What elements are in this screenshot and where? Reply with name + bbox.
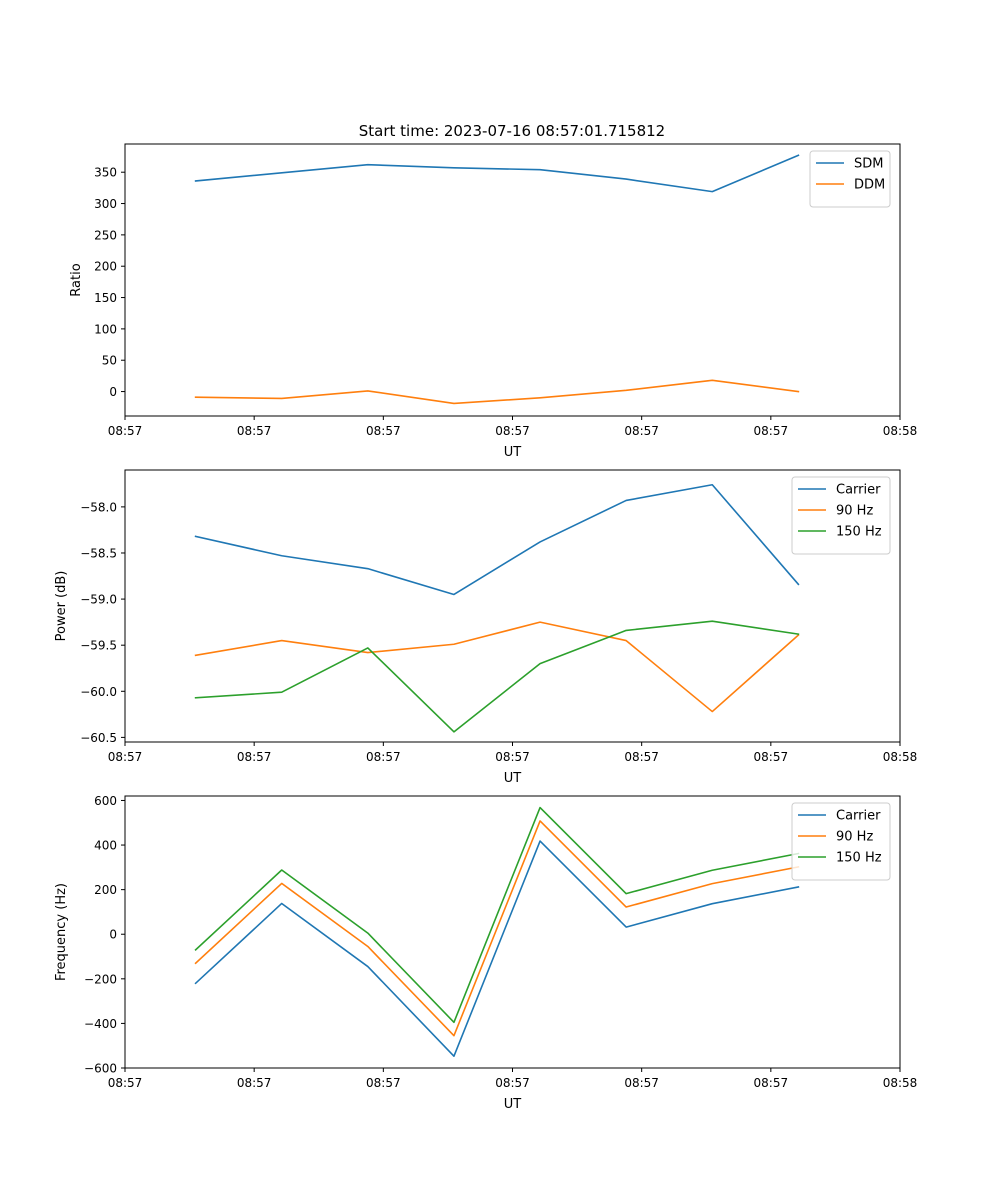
x-tick-label: 08:57 bbox=[754, 1076, 789, 1090]
series-line-90-hz bbox=[194, 621, 800, 713]
x-tick-label: 08:57 bbox=[108, 750, 143, 764]
subplot-1: 08:57 08:57 08:57 08:57 08:57 08:57 08:58 0 50 10… bbox=[69, 143, 918, 460]
x-tick-label: 08:57 bbox=[366, 750, 401, 764]
y-axis-label: Ratio bbox=[69, 263, 84, 296]
y-tick-label: 300 bbox=[94, 197, 117, 211]
y-axis-label: Power (dB) bbox=[54, 571, 69, 642]
y-tick-label: −60.0 bbox=[80, 685, 117, 699]
y-tick-label: 600 bbox=[94, 794, 117, 808]
x-tick-label: 08:57 bbox=[237, 424, 272, 438]
y-tick-label: −59.0 bbox=[80, 593, 117, 607]
legend-label: DDM bbox=[854, 178, 885, 193]
subplots: 08:57 08:57 08:57 08:57 08:57 08:57 08:58 0 50 10… bbox=[54, 143, 918, 1112]
subplot-2: 08:57 08:57 08:57 08:57 08:57 08:57 08:58 −60.5… bbox=[54, 469, 918, 786]
y-tick-label: 0 bbox=[109, 385, 117, 399]
x-axis-label: UT bbox=[504, 445, 522, 460]
axes-frame bbox=[124, 143, 901, 417]
series-line-150-hz bbox=[194, 620, 800, 733]
y-tick-label: 200 bbox=[94, 883, 117, 897]
legend-label: SDM bbox=[854, 157, 883, 172]
legend: Carrier 90 Hz 150 Hz bbox=[791, 476, 891, 555]
x-tick-label: 08:57 bbox=[624, 1076, 659, 1090]
x-tick-label: 08:57 bbox=[237, 1076, 272, 1090]
x-axis-label: UT bbox=[504, 1097, 522, 1112]
x-tick-label: 08:58 bbox=[883, 1076, 918, 1090]
legend-frame bbox=[791, 476, 891, 555]
x-tick-label: 08:57 bbox=[495, 424, 530, 438]
legend: SDM DDM bbox=[809, 150, 891, 208]
y-tick-label: 0 bbox=[109, 928, 117, 942]
x-tick-label: 08:57 bbox=[495, 750, 530, 764]
series-line-carrier bbox=[194, 840, 800, 1057]
legend-label: Carrier bbox=[836, 483, 881, 498]
series-line-sdm bbox=[194, 154, 800, 193]
y-tick-label: 50 bbox=[102, 354, 117, 368]
y-tick-label: −600 bbox=[84, 1062, 117, 1076]
y-tick-label: 100 bbox=[94, 322, 117, 336]
series-line-carrier bbox=[194, 483, 800, 596]
x-tick-label: 08:57 bbox=[624, 750, 659, 764]
x-tick-label: 08:57 bbox=[754, 750, 789, 764]
legend-frame bbox=[791, 802, 891, 881]
y-tick-label: 200 bbox=[94, 260, 117, 274]
x-tick-label: 08:57 bbox=[624, 424, 659, 438]
y-tick-label: −58.5 bbox=[80, 546, 117, 560]
legend-label: 150 Hz bbox=[836, 851, 882, 866]
y-tick-label: 350 bbox=[94, 166, 117, 180]
y-axis-label: Frequency (Hz) bbox=[54, 883, 69, 981]
x-tick-label: 08:58 bbox=[883, 424, 918, 438]
y-tick-label: −60.5 bbox=[80, 731, 117, 745]
y-tick-label: −200 bbox=[84, 972, 117, 986]
series-line-150-hz bbox=[194, 806, 800, 1024]
subplot-3: 08:57 08:57 08:57 08:57 08:57 08:57 08:58 −600 −… bbox=[54, 794, 917, 1112]
legend-label: Carrier bbox=[836, 809, 881, 824]
y-tick-label: −59.5 bbox=[80, 639, 117, 653]
axes-frame bbox=[124, 469, 901, 743]
y-tick-label: −58.0 bbox=[80, 500, 117, 514]
y-tick-label: 400 bbox=[94, 839, 117, 853]
series-line-90-hz bbox=[194, 820, 800, 1037]
x-axis-label: UT bbox=[504, 771, 522, 786]
legend-label: 90 Hz bbox=[836, 504, 873, 519]
y-tick-label: 150 bbox=[94, 291, 117, 305]
x-tick-label: 08:57 bbox=[366, 424, 401, 438]
y-tick-label: 250 bbox=[94, 228, 117, 242]
x-tick-label: 08:57 bbox=[108, 424, 143, 438]
legend: Carrier 90 Hz 150 Hz bbox=[791, 802, 891, 881]
axes-frame bbox=[124, 795, 901, 1069]
x-tick-label: 08:57 bbox=[754, 424, 789, 438]
x-tick-label: 08:57 bbox=[495, 1076, 530, 1090]
series-line-ddm bbox=[194, 379, 800, 405]
y-tick-label: −400 bbox=[84, 1017, 117, 1031]
legend-frame bbox=[809, 150, 891, 208]
x-tick-label: 08:57 bbox=[108, 1076, 143, 1090]
x-tick-label: 08:58 bbox=[883, 750, 918, 764]
x-tick-label: 08:57 bbox=[366, 1076, 401, 1090]
figure-title: Start time: 2023-07-16 08:57:01.715812 bbox=[359, 122, 665, 140]
legend-label: 90 Hz bbox=[836, 830, 873, 845]
x-tick-label: 08:57 bbox=[237, 750, 272, 764]
legend-label: 150 Hz bbox=[836, 525, 882, 540]
